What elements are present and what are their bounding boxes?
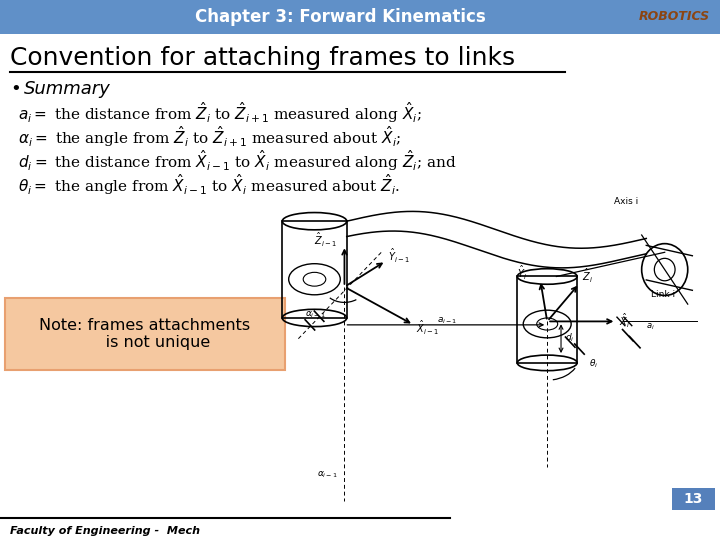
Text: $\alpha_{i-1}$: $\alpha_{i-1}$	[317, 470, 338, 481]
Bar	[517, 276, 577, 363]
Text: $\alpha_{i-1}$: $\alpha_{i-1}$	[305, 309, 326, 320]
Text: Chapter 3: Forward Kinematics: Chapter 3: Forward Kinematics	[194, 8, 485, 26]
Text: $\hat{Z}_i$: $\hat{Z}_i$	[582, 267, 593, 286]
Bar	[0, 0, 720, 34]
Text: ROBOTICS: ROBOTICS	[639, 10, 710, 24]
Text: $\hat{X}_i$: $\hat{X}_i$	[618, 312, 630, 330]
Text: $d_i = $ the distance from $\hat{X}_{i-1}$ to $\hat{X}_i$ measured along $\hat{Z: $d_i = $ the distance from $\hat{X}_{i-1…	[18, 148, 456, 173]
Text: $d_i$: $d_i$	[564, 332, 574, 344]
Text: $\theta_i$: $\theta_i$	[589, 357, 598, 370]
FancyBboxPatch shape	[672, 488, 715, 510]
Text: Axis i: Axis i	[614, 197, 638, 206]
Text: Faculty of Engineering -  Mech: Faculty of Engineering - Mech	[10, 526, 200, 536]
Text: $\hat{Z}_{i-1}$: $\hat{Z}_{i-1}$	[315, 231, 338, 249]
Text: $a_i$: $a_i$	[647, 321, 655, 332]
Text: $\hat{Y}_{i-1}$: $\hat{Y}_{i-1}$	[388, 247, 410, 265]
Text: $a_{i-1}$: $a_{i-1}$	[436, 315, 457, 326]
Bar	[282, 221, 347, 318]
Text: Note: frames attachments
     is not unique: Note: frames attachments is not unique	[40, 318, 251, 350]
Text: Convention for attaching frames to links: Convention for attaching frames to links	[10, 46, 515, 70]
Text: •: •	[10, 80, 21, 98]
Text: 13: 13	[684, 492, 703, 506]
Text: $\alpha_i = $ the angle from $\hat{Z}_i$ to $\hat{Z}_{i+1}$ measured about $\hat: $\alpha_i = $ the angle from $\hat{Z}_i$…	[18, 124, 401, 149]
Text: Summary: Summary	[24, 80, 111, 98]
FancyBboxPatch shape	[5, 298, 285, 370]
Text: Link i: Link i	[651, 290, 675, 299]
Text: $\hat{X}_{i-1}$: $\hat{X}_{i-1}$	[416, 319, 439, 338]
Text: $\theta_i = $ the angle from $\hat{X}_{i-1}$ to $\hat{X}_i$ measured about $\hat: $\theta_i = $ the angle from $\hat{X}_{i…	[18, 172, 400, 197]
Text: $a_i = $ the distance from $\hat{Z}_i$ to $\hat{Z}_{i+1}$ measured along $\hat{X: $a_i = $ the distance from $\hat{Z}_i$ t…	[18, 100, 422, 125]
Text: $\hat{Y}_i$: $\hat{Y}_i$	[517, 264, 527, 282]
